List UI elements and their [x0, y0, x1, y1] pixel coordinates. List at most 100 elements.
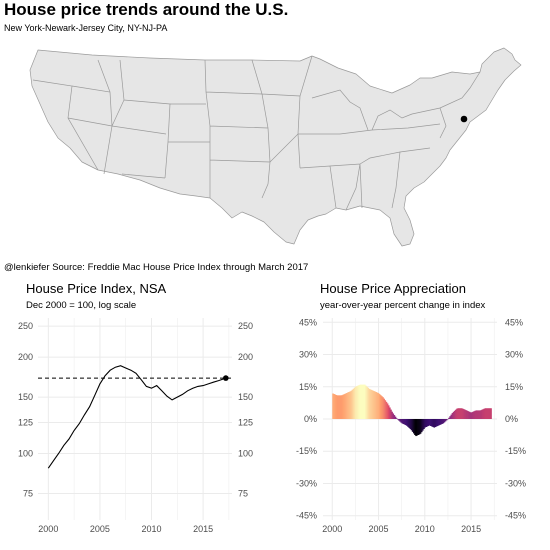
hpa-area-slice	[332, 393, 334, 419]
hpa-area-slice	[450, 414, 453, 419]
hpa-area-slice	[411, 419, 414, 432]
hpa-area-slice	[357, 385, 359, 419]
hpa-area-slice	[472, 411, 474, 419]
hpi-y-tick-label-right: 150	[238, 392, 253, 402]
hpa-area-slice	[464, 409, 466, 419]
hpa-area-slice	[408, 419, 410, 428]
hpa-area-slice	[431, 419, 433, 427]
hpa-area-slice	[414, 419, 416, 435]
hpa-area-slice	[347, 392, 349, 419]
hpa-area-slice	[387, 405, 390, 419]
hpa-area-slice	[490, 408, 492, 419]
hpa-area-slice	[438, 419, 440, 426]
hpa-y-tick-label-right: 0%	[505, 414, 518, 424]
hpa-chart-subtitle: year-over-year percent change in index	[320, 300, 486, 311]
hpa-area-slice	[425, 419, 428, 428]
hpa-area-slice	[451, 413, 454, 419]
hpa-area-slice	[469, 412, 472, 419]
hpa-area-slice	[390, 409, 392, 419]
hpa-area-slice	[468, 411, 471, 419]
hpi-y-tick-label-right: 100	[238, 449, 253, 459]
hpa-area-slice	[476, 410, 479, 419]
hpi-y-tick-label-left: 125	[18, 417, 33, 427]
hpa-area-slice	[459, 408, 462, 419]
hpi-y-tick-label-right: 125	[238, 417, 253, 427]
hpa-area-slice	[417, 419, 420, 436]
hpa-area-slice	[488, 408, 490, 419]
hpa-area-slice	[485, 408, 488, 419]
highlight-marker-icon	[460, 115, 468, 123]
hpa-area-slice	[394, 416, 397, 419]
hpa-area-slice	[358, 385, 360, 419]
hpa-area-slice	[420, 419, 423, 433]
hpa-area-slice	[448, 417, 450, 419]
hpa-area-slice	[478, 410, 481, 419]
hpa-area-slice	[339, 395, 341, 419]
hpa-y-tick-label-right: 45%	[505, 318, 523, 327]
hpa-x-tick-label: 2000	[322, 524, 342, 534]
hpi-x-tick-label: 2005	[90, 524, 110, 534]
hpa-area-slice	[456, 408, 458, 419]
hpa-area-slice	[344, 393, 347, 419]
hpa-x-tick-label: 2010	[415, 524, 435, 534]
hpa-area-slice	[365, 385, 367, 419]
hpa-area-slice	[386, 403, 389, 419]
hpi-y-tick-label-right: 250	[238, 321, 253, 331]
hpa-area-slice	[427, 419, 430, 426]
hpa-area-slice	[353, 387, 356, 419]
hpa-area-slice	[470, 412, 473, 419]
hpa-y-tick-label-right: -30%	[505, 478, 526, 488]
hpa-area-slice	[434, 419, 437, 428]
hpa-area-slice	[465, 410, 467, 419]
hpa-area-slice	[384, 400, 387, 419]
hpa-area-slice	[443, 419, 446, 423]
hpa-y-tick-label-left: -30%	[296, 478, 317, 488]
hpa-area-slice	[439, 419, 441, 425]
hpa-area-slice	[474, 410, 476, 419]
hpa-area-slice	[385, 401, 388, 419]
hpi-plot-panel	[38, 318, 232, 520]
hpa-area-slice	[460, 408, 463, 419]
hpa-area-slice	[440, 419, 442, 425]
hpa-area-slice	[441, 419, 443, 424]
hpa-area-slice	[398, 419, 400, 421]
hpa-area-slice	[391, 411, 393, 419]
hpa-area-slice	[449, 416, 451, 419]
hpi-y-tick-label-left: 250	[18, 321, 33, 331]
hpa-area-slice	[480, 410, 482, 419]
hpa-y-tick-label-left: -45%	[296, 511, 317, 521]
hpa-area-slice	[337, 395, 340, 419]
hpa-area-slice	[340, 395, 342, 419]
hpa-area-slice	[341, 395, 343, 419]
hpa-area-slice	[366, 386, 368, 419]
hpa-area-slice	[412, 419, 415, 434]
hpa-area-slice	[467, 411, 470, 419]
hpa-y-tick-label-left: 0%	[304, 414, 317, 424]
hpa-area-slice	[378, 394, 381, 419]
hpa-area-slice	[373, 391, 375, 419]
hpa-chart-title: House Price Appreciation	[320, 281, 466, 296]
hpi-y-tick-label-left: 75	[23, 489, 33, 499]
hpa-area-slice	[463, 409, 465, 419]
state-borders-west	[32, 59, 171, 179]
hpa-area-slice	[403, 419, 406, 425]
hpi-y-tick-label-left: 150	[18, 392, 33, 402]
hpa-area-slice	[477, 410, 480, 419]
hpa-area-slice	[457, 408, 459, 419]
hpa-area-slice	[433, 419, 435, 428]
hpa-y-tick-label-left: 30%	[299, 350, 317, 360]
hpa-area-slice	[430, 419, 432, 426]
hpi-y-tick-label-left: 100	[18, 449, 33, 459]
hpa-area-slice	[458, 408, 461, 419]
hpa-area-slice	[432, 419, 434, 428]
hpa-area-slice	[364, 384, 366, 419]
hpa-area-slice	[368, 388, 371, 419]
hpa-area-slice	[376, 392, 379, 419]
hpa-area-slice	[377, 393, 380, 419]
hpi-x-tick-label: 2000	[38, 524, 58, 534]
hpa-area-slice	[407, 419, 409, 427]
hpa-area-slice	[362, 384, 365, 419]
hpa-area-slice	[482, 409, 484, 419]
hpa-y-tick-label-right: -15%	[505, 446, 526, 456]
hpa-area-slice	[436, 419, 439, 427]
